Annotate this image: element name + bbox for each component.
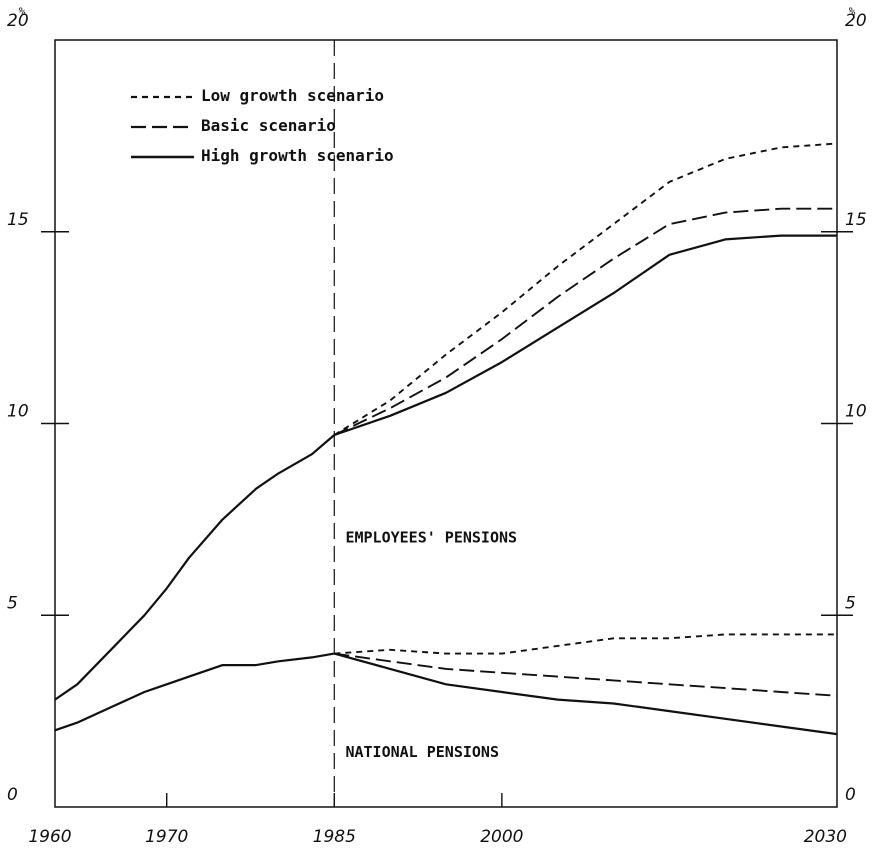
x-tick-label: 2030 xyxy=(804,827,847,847)
y-tick-label-left: 5 xyxy=(7,593,18,613)
y-tick-label-right: 15 xyxy=(845,210,867,230)
employees-pensions-high-growth-scenario-line xyxy=(333,234,837,437)
national-pensions-high-growth-scenario-line xyxy=(334,652,838,736)
annotation-national-pensions: NATIONAL PENSIONS xyxy=(345,743,499,761)
employees-pensions-low-growth-scenario-line xyxy=(333,142,838,436)
legend-label-low-growth-scenario: Low growth scenario xyxy=(201,86,384,105)
x-tick-label: 1970 xyxy=(145,827,188,847)
annotation-employees-pensions: EMPLOYEES' PENSIONS xyxy=(345,528,517,546)
x-tick-label: 2000 xyxy=(480,827,523,847)
y-tick-label-right: 10 xyxy=(845,402,867,422)
annotations: EMPLOYEES' PENSIONS NATIONAL PENSIONS xyxy=(345,528,517,761)
national-pensions-historical-line xyxy=(54,652,335,732)
y-tick-label-left: 15 xyxy=(7,210,29,230)
employees-pensions-historical-line xyxy=(54,434,336,701)
y-tick-label-left: 20 xyxy=(7,11,29,31)
y-tick-label-right: 0 xyxy=(845,785,856,805)
left-unit-label: % xyxy=(19,5,26,18)
national-pensions-basic-scenario-line xyxy=(334,652,838,697)
series-layer xyxy=(54,40,838,807)
legend: Low growth scenario Basic scenario High gr… xyxy=(131,86,394,165)
y-tick-label-left: 0 xyxy=(7,785,18,805)
x-tick-label: 1960 xyxy=(28,827,71,847)
y-tick-label-left: 10 xyxy=(7,402,29,422)
employees-pensions-basic-scenario-line xyxy=(333,207,837,436)
y-tick-label-right: 20 xyxy=(845,11,867,31)
legend-label-high-growth-scenario: High growth scenario xyxy=(201,146,394,165)
legend-label-basic-scenario: Basic scenario xyxy=(201,116,336,135)
y-tick-label-right: 5 xyxy=(845,593,856,613)
x-tick-label: 1985 xyxy=(313,827,356,847)
national-pensions-low-growth-scenario-line xyxy=(334,633,837,655)
plot-frame xyxy=(54,39,838,808)
right-unit-label: % xyxy=(849,5,856,18)
